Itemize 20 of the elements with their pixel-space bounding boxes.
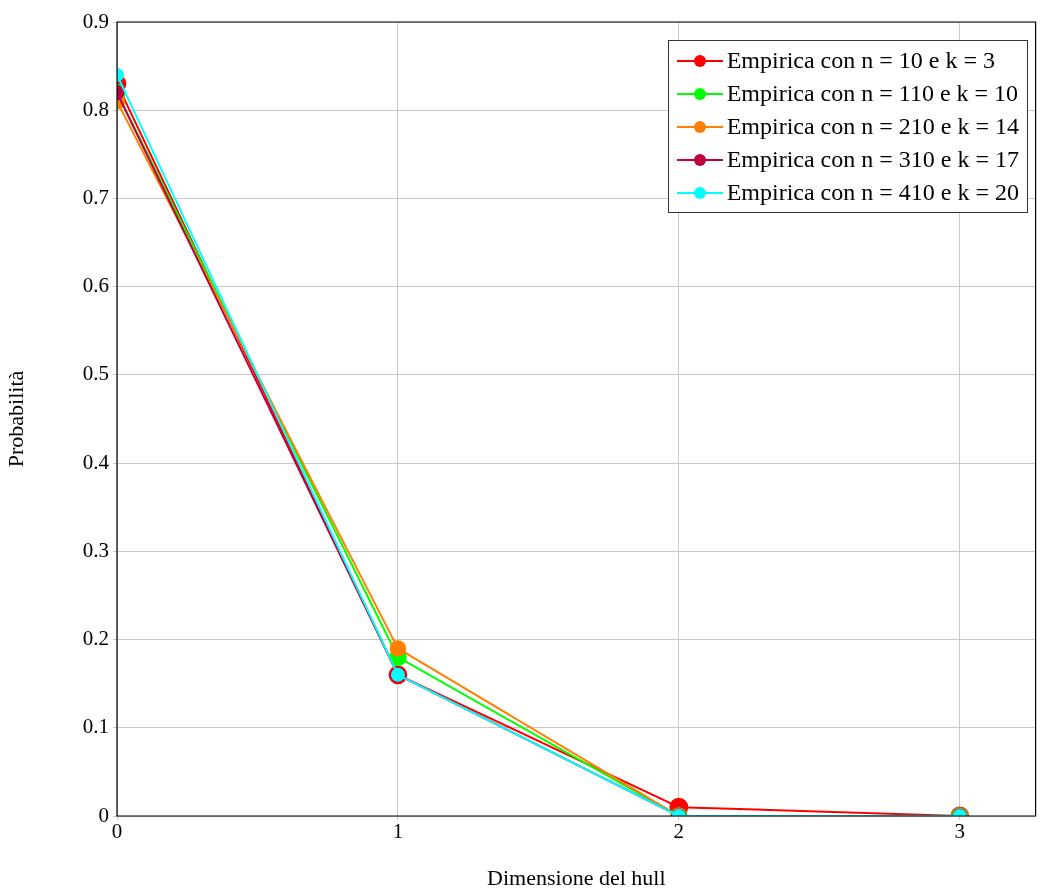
y-tick-label: 0.9 xyxy=(82,8,109,33)
y-tick-label: 0.3 xyxy=(82,537,109,562)
y-tick-label: 0.6 xyxy=(82,273,109,298)
legend-label: Empirica con n = 210 e k = 14 xyxy=(726,112,1019,141)
legend-label: Empirica con n = 110 e k = 10 xyxy=(726,79,1019,108)
y-axis-title: Probabilità xyxy=(2,370,28,468)
y-tick-label: 0.1 xyxy=(82,714,109,739)
x-axis-title: Dimensione del hull xyxy=(487,864,666,890)
y-tick-label: 0.2 xyxy=(82,626,109,651)
y-tick-label: 0.4 xyxy=(82,449,110,474)
y-tick-label: 0.8 xyxy=(82,96,109,121)
x-tick-label: 2 xyxy=(673,819,685,844)
y-tick-label: 0.7 xyxy=(82,184,109,209)
legend-label: Empirica con n = 310 e k = 17 xyxy=(726,145,1019,174)
y-tick-label: 0 xyxy=(98,802,109,827)
legend-label: Empirica con n = 10 e k = 3 xyxy=(726,46,995,75)
y-tick-label: 0.5 xyxy=(82,361,109,386)
x-tick-label: 1 xyxy=(392,819,404,844)
legend-label: Empirica con n = 410 e k = 20 xyxy=(726,178,1019,207)
x-tick-label: 3 xyxy=(954,819,965,844)
